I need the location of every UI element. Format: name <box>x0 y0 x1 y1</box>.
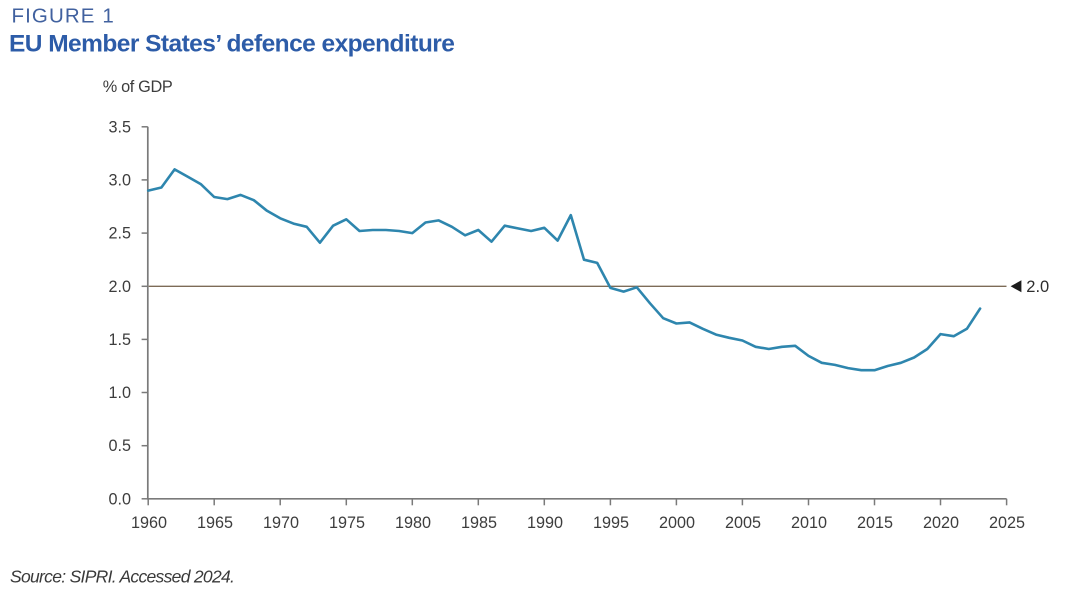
svg-text:1970: 1970 <box>263 514 299 532</box>
svg-text:1.5: 1.5 <box>108 331 131 349</box>
svg-text:1965: 1965 <box>197 514 233 532</box>
svg-text:2.0: 2.0 <box>108 278 131 296</box>
svg-text:2010: 2010 <box>791 514 827 532</box>
svg-text:EU Member States’ defence expe: EU Member States’ defence expenditure <box>9 31 454 58</box>
svg-text:2005: 2005 <box>725 514 761 532</box>
svg-text:2015: 2015 <box>857 514 893 532</box>
svg-text:0.0: 0.0 <box>108 490 131 508</box>
svg-text:2025: 2025 <box>989 514 1025 532</box>
svg-text:3.0: 3.0 <box>108 171 131 189</box>
svg-text:1960: 1960 <box>131 514 167 532</box>
svg-text:0.5: 0.5 <box>108 437 131 455</box>
svg-text:2.5: 2.5 <box>108 225 131 243</box>
svg-text:1975: 1975 <box>329 514 365 532</box>
svg-text:Source: SIPRI. Accessed 2024.: Source: SIPRI. Accessed 2024. <box>10 567 234 587</box>
svg-text:1985: 1985 <box>461 514 497 532</box>
svg-text:% of GDP: % of GDP <box>103 78 173 96</box>
svg-text:FIGURE 1: FIGURE 1 <box>12 4 115 27</box>
svg-text:1995: 1995 <box>593 514 629 532</box>
svg-text:3.5: 3.5 <box>108 118 131 136</box>
svg-text:1.0: 1.0 <box>108 384 131 402</box>
svg-text:1980: 1980 <box>395 514 431 532</box>
svg-text:1990: 1990 <box>527 514 563 532</box>
svg-text:2.0: 2.0 <box>1026 278 1049 296</box>
svg-text:2000: 2000 <box>659 514 695 532</box>
svg-text:2020: 2020 <box>923 514 959 532</box>
